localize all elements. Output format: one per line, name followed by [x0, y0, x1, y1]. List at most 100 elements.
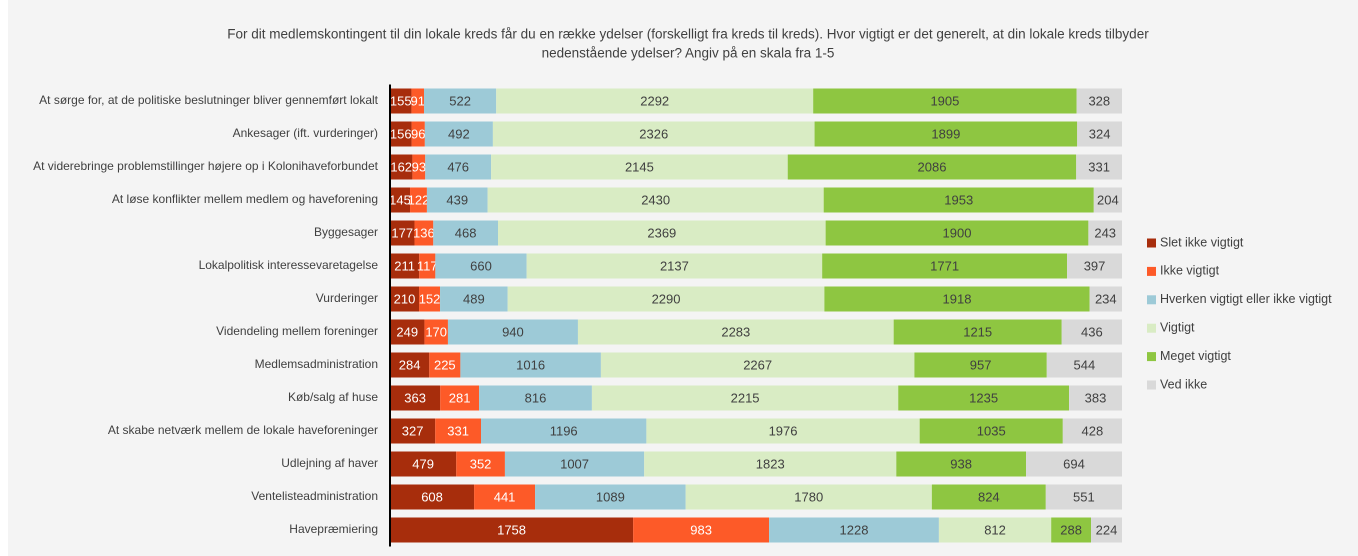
data-label: 1035 — [977, 423, 1006, 438]
bar-segment — [411, 121, 425, 147]
category-label: Medlemsadministration — [255, 357, 378, 371]
data-label: 152 — [419, 291, 441, 306]
chart-title: nedenstående ydelser? Angiv på en skala … — [542, 46, 835, 61]
category-label: Havepræmiering — [289, 522, 378, 536]
data-label: 204 — [1097, 192, 1119, 207]
data-label: 479 — [412, 456, 434, 471]
bar-segment — [507, 286, 825, 312]
data-label: 117 — [417, 258, 438, 273]
data-label: 93 — [412, 159, 426, 174]
bar-segment — [600, 352, 915, 378]
bar-segment — [577, 319, 894, 345]
data-label: 162 — [390, 159, 412, 174]
data-label: 234 — [1095, 291, 1117, 306]
data-label: 816 — [525, 390, 547, 405]
bar-segment — [498, 220, 826, 246]
data-label: 281 — [449, 390, 471, 405]
bar-segment — [424, 121, 493, 147]
bar-segment — [440, 286, 508, 312]
data-label: 352 — [470, 456, 492, 471]
bar-segment — [411, 88, 425, 114]
data-label: 177 — [391, 225, 413, 240]
category-label: Ankesager (ift. vurderinger) — [233, 126, 378, 140]
bar-segment — [1026, 451, 1122, 477]
bar-segment — [474, 484, 536, 510]
data-label: 812 — [984, 522, 1006, 537]
category-label: Videndeling mellem foreninger — [216, 324, 378, 338]
bar-segment — [893, 319, 1062, 345]
data-label: 476 — [447, 159, 469, 174]
bar-segment — [896, 451, 1027, 477]
data-label: 436 — [1081, 324, 1103, 339]
bar-segment — [496, 88, 814, 114]
data-label: 957 — [970, 357, 992, 372]
data-label: 243 — [1094, 225, 1116, 240]
bar-segment — [685, 484, 932, 510]
data-label: 1900 — [943, 225, 972, 240]
legend-swatch — [1147, 266, 1156, 276]
bar-segment — [460, 352, 601, 378]
bar-segment — [390, 451, 457, 477]
bar-segment — [390, 319, 425, 345]
bar-segment — [492, 121, 815, 147]
bar-segment — [419, 253, 436, 279]
bar-segment — [1088, 220, 1122, 246]
bar-segment — [1069, 385, 1122, 411]
data-label: 824 — [978, 489, 1000, 504]
data-label: 940 — [502, 324, 524, 339]
data-label: 1771 — [930, 258, 959, 273]
data-label: 96 — [411, 126, 425, 141]
data-label: 2292 — [640, 93, 669, 108]
category-label: Lokalpolitisk interessevaretagelse — [199, 258, 379, 272]
data-label: 983 — [690, 522, 712, 537]
bar-segment — [390, 286, 420, 312]
bar-segment — [535, 484, 686, 510]
data-label: 2283 — [721, 324, 750, 339]
data-label: 2290 — [652, 291, 681, 306]
bar-segment — [424, 319, 448, 345]
bar-segment — [646, 418, 920, 444]
data-label: 327 — [402, 423, 424, 438]
legend-label: Slet ikke vigtigt — [1160, 235, 1244, 249]
bar-segment — [1093, 187, 1122, 213]
bar-segment — [390, 484, 475, 510]
data-label: 91 — [410, 93, 424, 108]
data-label: 2326 — [639, 126, 668, 141]
bar-segment — [938, 517, 1052, 543]
bar-segment — [825, 220, 1089, 246]
category-label: Køb/salg af huse — [288, 390, 378, 404]
bar-segment — [424, 88, 497, 114]
category-label: Vurderinger — [316, 291, 378, 305]
data-label: 284 — [399, 357, 421, 372]
data-label: 468 — [455, 225, 477, 240]
data-label: 1780 — [794, 489, 823, 504]
data-label: 441 — [494, 489, 516, 504]
data-label: 324 — [1089, 126, 1111, 141]
bar-segment — [479, 385, 592, 411]
bar-segment — [426, 187, 488, 213]
data-label: 1899 — [931, 126, 960, 141]
bar-segment — [813, 88, 1077, 114]
data-label: 249 — [396, 324, 418, 339]
data-label: 331 — [1088, 159, 1110, 174]
bar-segment — [433, 220, 499, 246]
data-label: 1228 — [840, 522, 869, 537]
data-label: 2215 — [731, 390, 760, 405]
bar-segment — [824, 286, 1090, 312]
bar-segment — [435, 253, 527, 279]
data-label: 2137 — [660, 258, 689, 273]
data-label: 522 — [449, 93, 471, 108]
category-label: Ventelisteadministration — [251, 489, 378, 503]
bar-segment — [480, 418, 647, 444]
data-label: 1823 — [756, 456, 785, 471]
data-label: 1007 — [560, 456, 589, 471]
legend-label: Ikke vigtigt — [1160, 264, 1220, 278]
data-label: 551 — [1073, 489, 1095, 504]
bar-segment — [1077, 121, 1122, 147]
bar-segment — [823, 187, 1094, 213]
data-label: 122 — [408, 192, 430, 207]
data-label: 363 — [404, 390, 426, 405]
data-label: 439 — [446, 192, 468, 207]
data-label: 544 — [1074, 357, 1096, 372]
